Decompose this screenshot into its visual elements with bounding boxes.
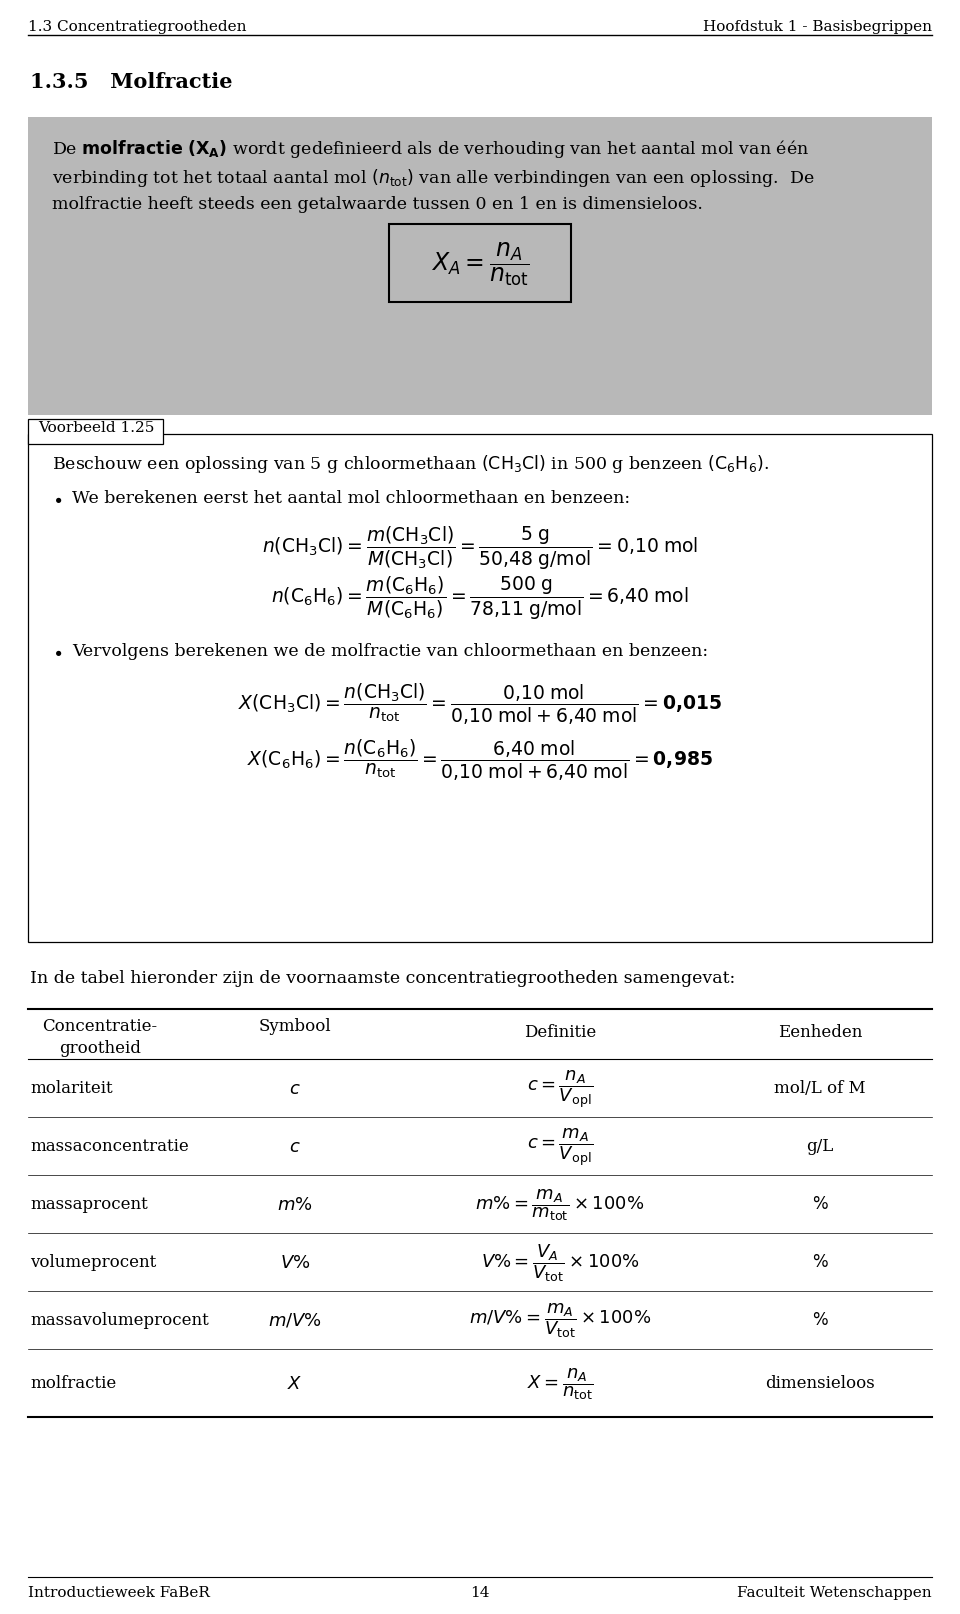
Text: $V\% = \dfrac{V_A}{V_{\mathrm{tot}}} \times 100\%$: $V\% = \dfrac{V_A}{V_{\mathrm{tot}}} \ti… (481, 1241, 639, 1283)
Text: Introductieweek FaBeR: Introductieweek FaBeR (28, 1585, 210, 1599)
Text: verbinding tot het totaal aantal mol $(n_{\mathrm{tot}})$ van alle verbindingen : verbinding tot het totaal aantal mol $(n… (52, 166, 815, 189)
Text: dimensieloos: dimensieloos (765, 1375, 875, 1391)
Text: 1.3.5   Molfractie: 1.3.5 Molfractie (30, 73, 232, 92)
Text: Eenheden: Eenheden (778, 1023, 862, 1041)
FancyBboxPatch shape (389, 224, 571, 303)
Text: $m\%$: $m\%$ (277, 1196, 313, 1214)
Text: $\%$: $\%$ (811, 1254, 828, 1270)
Text: $X_A = \dfrac{n_A}{n_{\mathrm{tot}}}$: $X_A = \dfrac{n_A}{n_{\mathrm{tot}}}$ (430, 240, 530, 287)
Text: molfractie: molfractie (30, 1375, 116, 1391)
Text: $\%$: $\%$ (811, 1196, 828, 1212)
Text: $X(\mathrm{C_6H_6}) = \dfrac{n(\mathrm{C_6H_6})}{n_{\mathrm{tot}}} = \dfrac{6{,}: $X(\mathrm{C_6H_6}) = \dfrac{n(\mathrm{C… (247, 738, 713, 783)
Text: $m/V\% = \dfrac{m_A}{V_{\mathrm{tot}}} \times 100\%$: $m/V\% = \dfrac{m_A}{V_{\mathrm{tot}}} \… (468, 1301, 651, 1340)
Text: 1.3 Concentratiegrootheden: 1.3 Concentratiegrootheden (28, 19, 247, 34)
Text: molfractie heeft steeds een getalwaarde tussen 0 en 1 en is dimensieloos.: molfractie heeft steeds een getalwaarde … (52, 195, 703, 213)
Text: volumeprocent: volumeprocent (30, 1254, 156, 1270)
Bar (29, 434, 161, 437)
Text: $X$: $X$ (287, 1374, 302, 1393)
Text: $m\% = \dfrac{m_A}{m_{\mathrm{tot}}} \times 100\%$: $m\% = \dfrac{m_A}{m_{\mathrm{tot}}} \ti… (475, 1186, 644, 1222)
Text: $V\%$: $V\%$ (279, 1252, 310, 1272)
Text: Voorbeeld 1.25: Voorbeeld 1.25 (37, 421, 155, 434)
Text: $\bullet$: $\bullet$ (52, 489, 62, 508)
Text: Faculteit Wetenschappen: Faculteit Wetenschappen (737, 1585, 932, 1599)
Text: $c$: $c$ (289, 1138, 300, 1156)
FancyBboxPatch shape (28, 420, 163, 445)
Text: $\bullet$: $\bullet$ (52, 642, 62, 660)
Text: $c$: $c$ (289, 1080, 300, 1098)
Text: $X = \dfrac{n_A}{n_{\mathrm{tot}}}$: $X = \dfrac{n_A}{n_{\mathrm{tot}}}$ (527, 1365, 593, 1401)
Text: $n(\mathrm{C_6H_6}) = \dfrac{m(\mathrm{C_6H_6})}{M(\mathrm{C_6H_6})} = \dfrac{50: $n(\mathrm{C_6H_6}) = \dfrac{m(\mathrm{C… (271, 575, 689, 621)
Text: massavolumeprocent: massavolumeprocent (30, 1312, 208, 1328)
Text: $c = \dfrac{n_A}{V_{\mathrm{opl}}}$: $c = \dfrac{n_A}{V_{\mathrm{opl}}}$ (527, 1067, 593, 1109)
Text: We berekenen eerst het aantal mol chloormethaan en benzeen:: We berekenen eerst het aantal mol chloor… (72, 489, 630, 507)
Text: Concentratie-
grootheid: Concentratie- grootheid (42, 1017, 157, 1057)
Text: $n(\mathrm{CH_3Cl}) = \dfrac{m(\mathrm{CH_3Cl})}{M(\mathrm{CH_3Cl})} = \dfrac{5\: $n(\mathrm{CH_3Cl}) = \dfrac{m(\mathrm{C… (262, 525, 698, 571)
Text: Vervolgens berekenen we de molfractie van chloormethaan en benzeen:: Vervolgens berekenen we de molfractie va… (72, 642, 708, 660)
Text: Hoofdstuk 1 - Basisbegrippen: Hoofdstuk 1 - Basisbegrippen (703, 19, 932, 34)
Text: massaprocent: massaprocent (30, 1196, 148, 1212)
Text: Symbool: Symbool (258, 1017, 331, 1035)
Text: $m/V\%$: $m/V\%$ (268, 1311, 322, 1330)
Text: In de tabel hieronder zijn de voornaamste concentratiegrootheden samengevat:: In de tabel hieronder zijn de voornaamst… (30, 970, 735, 986)
Text: $\%$: $\%$ (811, 1312, 828, 1328)
Text: De $\mathbf{molfractie}$ $\mathbf{(X_A)}$ wordt gedefinieerd als de verhouding v: De $\mathbf{molfractie}$ $\mathbf{(X_A)}… (52, 137, 809, 160)
Text: 14: 14 (470, 1585, 490, 1599)
Text: mol/L of M: mol/L of M (774, 1080, 866, 1098)
Text: Definitie: Definitie (524, 1023, 596, 1041)
Text: g/L: g/L (806, 1138, 833, 1154)
Text: $c = \dfrac{m_A}{V_{\mathrm{opl}}}$: $c = \dfrac{m_A}{V_{\mathrm{opl}}}$ (527, 1125, 593, 1167)
FancyBboxPatch shape (28, 118, 932, 416)
Text: Beschouw een oplossing van 5 g chloormethaan $(\mathrm{CH_3Cl})$ in 500 g benzee: Beschouw een oplossing van 5 g chloormet… (52, 452, 769, 475)
Text: massaconcentratie: massaconcentratie (30, 1138, 189, 1154)
FancyBboxPatch shape (28, 434, 932, 943)
Text: $X(\mathrm{CH_3Cl}) = \dfrac{n(\mathrm{CH_3Cl})}{n_{\mathrm{tot}}} = \dfrac{0{,}: $X(\mathrm{CH_3Cl}) = \dfrac{n(\mathrm{C… (238, 681, 722, 726)
Text: molariteit: molariteit (30, 1080, 112, 1098)
